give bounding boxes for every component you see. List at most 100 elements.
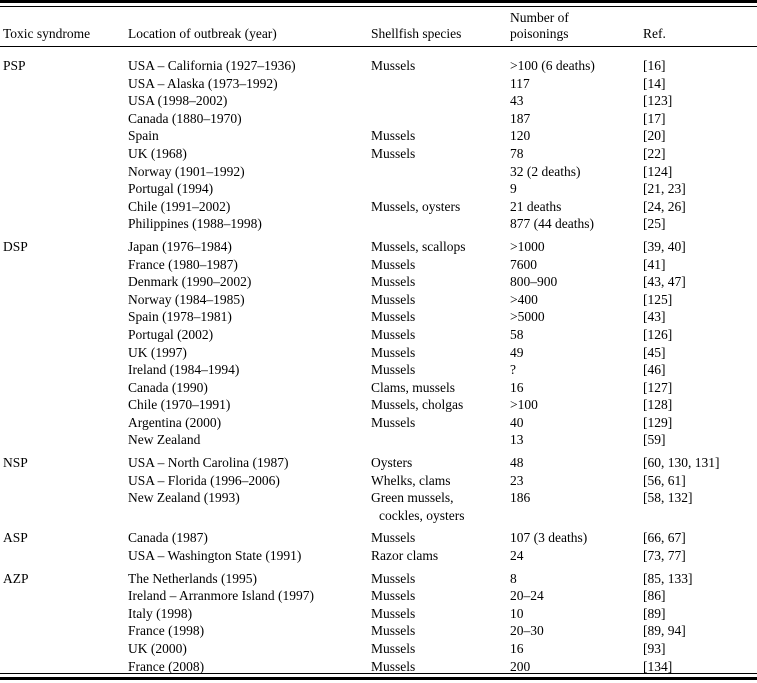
cell-syndrome [3,472,128,490]
cell-syndrome [3,127,128,145]
cell-species: Mussels [371,605,510,623]
table-bottom-rule-thin [0,672,757,674]
cell-syndrome: PSP [3,58,26,73]
cell-ref: [86] [643,588,666,604]
cell-species [371,163,510,181]
cell-ref: [134] [643,658,673,674]
cell-syndrome [3,605,128,623]
cell-location: Chile (1991–2002) [128,198,231,214]
species-line: Mussels [371,605,416,621]
cell-location: Ireland – Arranmore Island (1997) [128,588,314,604]
table-body: PSP USA – California (1927–1936) Mussels… [0,57,757,675]
cell-poisonings: >100 [510,397,538,413]
cell-poisonings: >100 (6 deaths) [510,58,595,73]
table-row: Portugal (2002) Mussels 58 [126] [0,326,757,344]
cell-syndrome [3,215,128,233]
species-line: Oysters [371,455,413,471]
cell-species [371,215,510,233]
cell-ref: [85, 133] [643,570,693,586]
cell-species: Mussels [371,658,510,676]
cell-poisonings: 187 [510,110,531,126]
species-line: Mussels [371,291,416,307]
cell-poisonings: 49 [510,344,524,360]
cell-ref: [22] [643,145,666,161]
table-row: Canada (1990) Clams, mussels 16 [127] [0,379,757,397]
species-line: Mussels [371,414,416,430]
cell-poisonings: 43 [510,93,524,109]
cell-species: Oysters [371,454,510,472]
cell-location: Canada (1990) [128,379,208,395]
syndrome-section-nsp: NSP USA – North Carolina (1987) Oysters … [0,454,757,524]
cell-poisonings: 117 [510,75,530,91]
cell-location: Japan (1976–1984) [128,238,232,254]
species-line: Mussels [371,658,416,674]
table-row: AZP The Netherlands (1995) Mussels 8 [85… [0,570,757,588]
cell-syndrome [3,431,128,449]
cell-poisonings: 32 (2 deaths) [510,163,581,179]
cell-species: Mussels [371,640,510,658]
species-line: Mussels [371,623,416,639]
table-row: Norway (1901–1992) 32 (2 deaths) [124] [0,163,757,181]
cell-poisonings: 186 [510,490,531,506]
syndrome-section-azp: AZP The Netherlands (1995) Mussels 8 [85… [0,570,757,676]
cell-location: UK (1968) [128,145,187,161]
cell-poisonings: 24 [510,548,524,564]
table-row: NSP USA – North Carolina (1987) Oysters … [0,454,757,472]
species-line: Mussels, oysters [371,198,461,214]
cell-ref: [43] [643,309,666,325]
table-top-rule-thick [0,0,757,3]
cell-ref: [89] [643,605,666,621]
cell-ref: [45] [643,344,666,360]
cell-species: Mussels, cholgas [371,396,510,414]
cell-location: Ireland (1984–1994) [128,362,240,378]
cell-ref: [20] [643,128,666,144]
table-row: DSP Japan (1976–1984) Mussels, scallops … [0,238,757,256]
cell-syndrome [3,92,128,110]
cell-location: USA (1998–2002) [128,93,228,109]
header-poisonings-line2: poisonings [510,25,569,41]
header-shellfish-species: Shellfish species [371,25,462,41]
cell-ref: [126] [643,326,673,342]
cell-syndrome [3,110,128,128]
species-line: Mussels, cholgas [371,397,464,413]
cell-location: Chile (1970–1991) [128,397,231,413]
cell-syndrome [3,361,128,379]
cell-location: France (1998) [128,623,205,639]
cell-poisonings: 40 [510,414,524,430]
cell-ref: [128] [643,397,673,413]
cell-location: France (1980–1987) [128,256,238,272]
cell-syndrome [3,414,128,432]
cell-poisonings: 21 deaths [510,198,562,214]
table-row: USA – Alaska (1973–1992) 117 [14] [0,75,757,93]
cell-syndrome [3,547,128,565]
cell-location: USA – Alaska (1973–1992) [128,75,278,91]
species-line: Clams, mussels [371,379,456,395]
cell-poisonings: 23 [510,472,524,488]
cell-syndrome [3,163,128,181]
table-row: Spain Mussels 120 [20] [0,127,757,145]
cell-species: Green mussels, cockles, oysters [371,489,510,524]
syndrome-section-psp: PSP USA – California (1927–1936) Mussels… [0,57,757,233]
cell-species: Mussels [371,344,510,362]
species-line: Green mussels, [371,490,454,506]
cell-syndrome [3,308,128,326]
species-line: Mussels [371,530,416,546]
cell-species: Mussels [371,57,510,75]
cell-ref: [16] [643,58,666,73]
cell-poisonings: 8 [510,570,517,586]
table-row: Canada (1880–1970) 187 [17] [0,110,757,128]
cell-poisonings: 16 [510,641,524,656]
cell-location: France (2008) [128,658,205,674]
cell-ref: [41] [643,256,666,272]
cell-poisonings: >400 [510,291,538,307]
cell-poisonings: 16 [510,379,524,395]
table-row: Ireland – Arranmore Island (1997) Mussel… [0,587,757,605]
cell-poisonings: ? [510,362,516,378]
cell-species: Mussels, oysters [371,198,510,216]
cell-poisonings: 20–24 [510,588,544,604]
cell-syndrome [3,396,128,414]
table-row: New Zealand (1993) Green mussels, cockles… [0,489,757,524]
table-row: Ireland (1984–1994) Mussels ? [46] [0,361,757,379]
cell-location: USA – Florida (1996–2006) [128,472,280,488]
